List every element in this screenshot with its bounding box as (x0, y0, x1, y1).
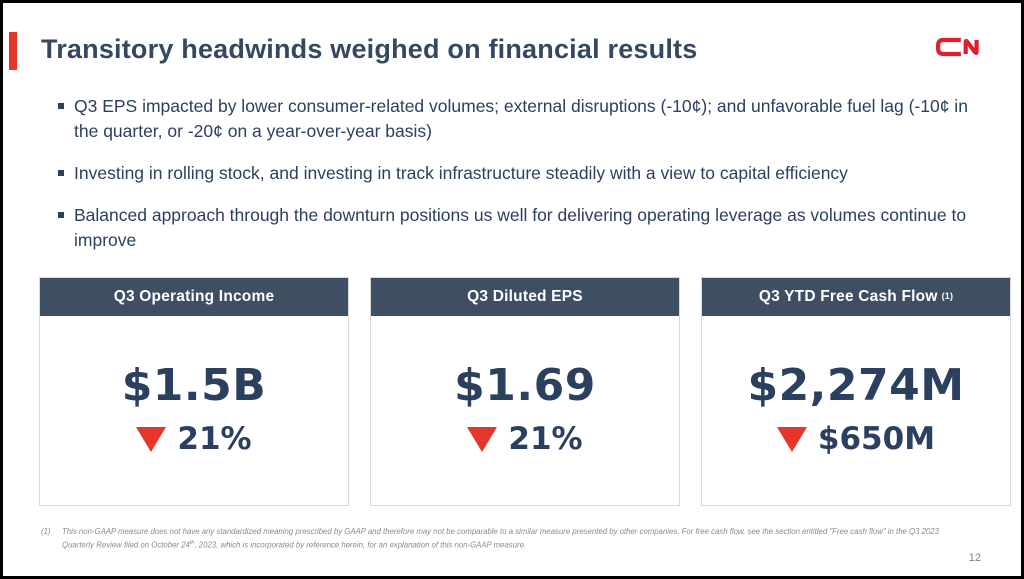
bullet-list: Q3 EPS impacted by lower consumer-relate… (58, 94, 985, 253)
card-header: Q3 Diluted EPS (371, 278, 679, 316)
down-triangle-icon (776, 426, 807, 452)
metric-value: $2,274M (747, 360, 965, 411)
metric-cards-row: Q3 Operating Income $1.5B 21% Q3 Diluted… (39, 277, 1011, 506)
bullet-item: Balanced approach through the downturn p… (58, 203, 985, 253)
card-body: $2,274M $650M (702, 316, 1010, 505)
bullet-square-icon (58, 170, 64, 176)
slide-title: Transitory headwinds weighed on financia… (41, 34, 698, 64)
metric-change: $650M (776, 421, 936, 457)
page-number: 12 (968, 552, 981, 564)
down-triangle-icon (136, 426, 167, 452)
bullet-text: Investing in rolling stock, and investin… (74, 163, 848, 183)
card-header: Q3 YTD Free Cash Flow (1) (702, 278, 1010, 316)
bullet-text: Balanced approach through the downturn p… (74, 205, 967, 250)
card-header-footnote-ref: (1) (941, 291, 954, 301)
card-header-label: Q3 Diluted EPS (467, 288, 583, 305)
card-body: $1.5B 21% (40, 316, 348, 505)
metric-card-free-cash-flow: Q3 YTD Free Cash Flow (1) $2,274M $650M (701, 277, 1011, 506)
title-accent-bar (9, 32, 17, 70)
card-body: $1.69 21% (371, 316, 679, 505)
card-header-label: Q3 YTD Free Cash Flow (758, 288, 938, 305)
metric-change-value: 21% (177, 421, 252, 457)
bullet-square-icon (58, 212, 64, 218)
bullet-square-icon (58, 103, 64, 109)
metric-value: $1.5B (121, 360, 267, 411)
footnote-line-1: This non-GAAP measure does not have any … (62, 527, 939, 536)
down-triangle-icon (467, 426, 498, 452)
card-header-label: Q3 Operating Income (113, 288, 275, 305)
metric-change-value: $650M (817, 421, 936, 457)
bullet-item: Investing in rolling stock, and investin… (58, 161, 985, 186)
metric-change-value: 21% (508, 421, 583, 457)
footnote: (1) This non-GAAP measure does not have … (41, 527, 997, 551)
card-header: Q3 Operating Income (40, 278, 348, 316)
metric-change: 21% (136, 421, 252, 457)
metric-card-operating-income: Q3 Operating Income $1.5B 21% (39, 277, 349, 506)
bullet-text: Q3 EPS impacted by lower consumer-relate… (74, 96, 968, 141)
footnote-line-2: Quarterly Review filed on October 24th, … (62, 539, 527, 550)
footnote-text: This non-GAAP measure does not have any … (62, 527, 939, 551)
metric-change: 21% (467, 421, 583, 457)
cn-logo-icon (936, 37, 979, 57)
bullet-item: Q3 EPS impacted by lower consumer-relate… (58, 94, 985, 144)
footnote-label: (1) (41, 527, 51, 536)
metric-value: $1.69 (454, 360, 596, 411)
metric-card-diluted-eps: Q3 Diluted EPS $1.69 21% (370, 277, 680, 506)
